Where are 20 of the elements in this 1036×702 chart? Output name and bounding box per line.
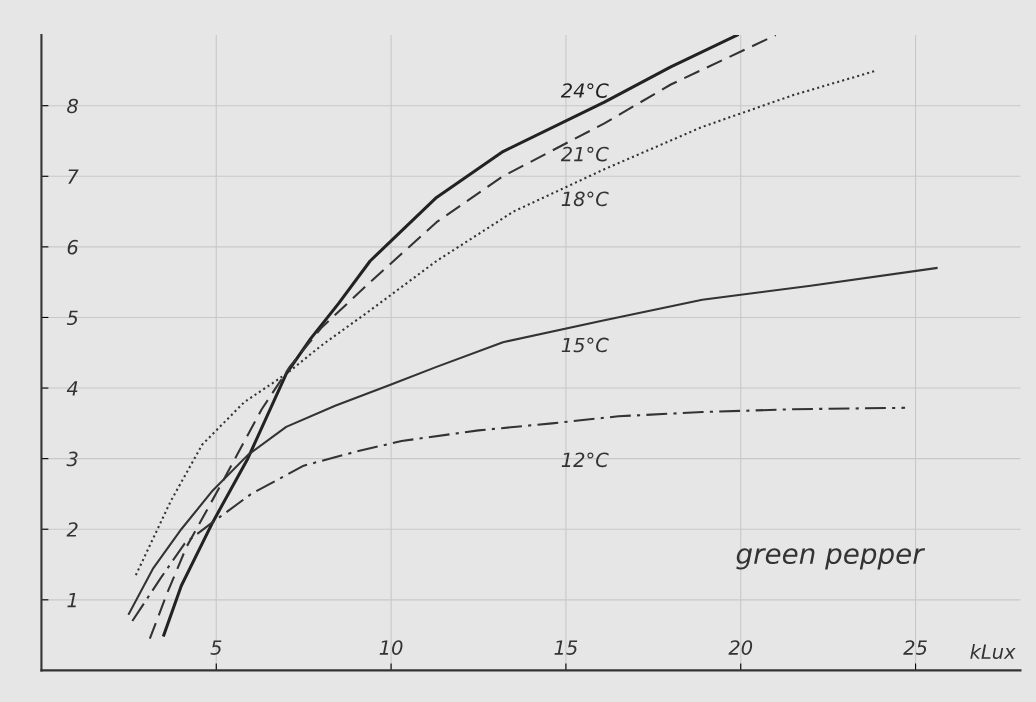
- x-axis-title: kLux: [970, 643, 1016, 660]
- x-tick-label: 25: [903, 640, 927, 655]
- y-tick-label: 2: [66, 522, 78, 537]
- series-label: 18°C: [561, 191, 609, 207]
- y-tick-label: 4: [66, 381, 78, 396]
- y-tick-label: 5: [66, 310, 78, 326]
- x-tick-label: 5: [210, 640, 222, 655]
- y-tick-label: 7: [68, 169, 79, 184]
- x-tick-label: 10: [379, 640, 403, 655]
- series-label: 21°C: [560, 146, 609, 162]
- text: green pepper: [736, 548, 926, 570]
- series-label: 15°C: [561, 337, 609, 353]
- series-label: 24°C: [560, 83, 609, 98]
- y-tick-label: 6: [67, 239, 78, 255]
- y-tick-label: 8: [67, 98, 78, 114]
- y-tick-label: 3: [66, 451, 78, 467]
- y-tick-label: 1: [67, 593, 76, 608]
- x-tick-label: 20: [728, 640, 753, 655]
- x-tick-label: 15: [554, 640, 578, 655]
- series-label: 12°C: [561, 452, 609, 468]
